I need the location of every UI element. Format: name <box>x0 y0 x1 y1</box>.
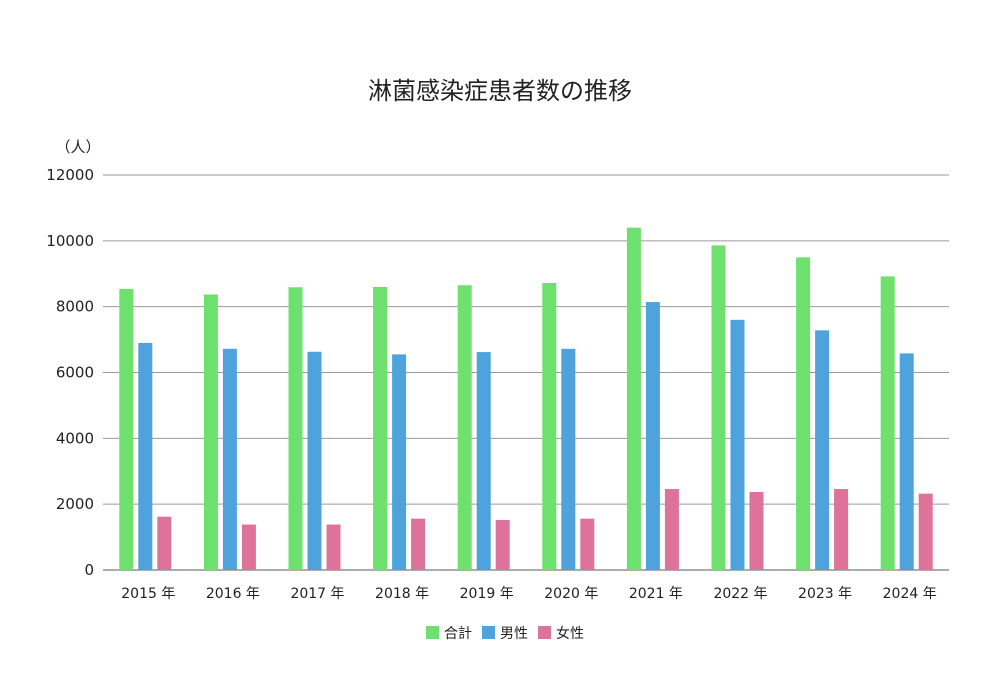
bar-male <box>899 353 914 570</box>
y-axis-ticks: 0 2000 4000 6000 8000 10000 12000 <box>46 166 94 579</box>
bar-male <box>645 302 660 570</box>
bar-female <box>580 518 595 570</box>
bar-total <box>288 287 303 570</box>
x-tick-label: 2021 年 <box>629 586 683 602</box>
x-tick-label: 2018 年 <box>375 586 429 602</box>
x-axis-ticks: 2015 年 2016 年 2017 年 2018 年 2019 年 2020 年 2021… <box>121 586 936 602</box>
bars <box>119 227 933 571</box>
bar-female <box>157 516 172 570</box>
bar-total <box>711 245 726 571</box>
bar-total <box>457 285 472 570</box>
bar-female <box>749 491 764 570</box>
bar-male <box>138 342 153 570</box>
bar-total <box>796 257 811 570</box>
bar-total <box>203 294 218 570</box>
bar-female <box>834 489 849 570</box>
bar-male <box>307 351 322 570</box>
y-axis-unit: （人） <box>55 138 100 156</box>
bar-female <box>664 489 679 570</box>
legend-label: 男性 <box>500 626 528 642</box>
bar-male <box>476 352 491 570</box>
bar-total <box>542 282 557 570</box>
bar-male <box>392 354 407 570</box>
x-tick-label: 2022 年 <box>713 586 767 602</box>
y-tick-label: 4000 <box>56 429 94 447</box>
x-tick-label: 2023 年 <box>798 586 852 602</box>
bar-female <box>326 524 341 570</box>
bar-female <box>918 493 933 570</box>
bar-total <box>626 227 641 570</box>
legend-label: 合計 <box>444 626 472 642</box>
bar-female <box>411 518 426 570</box>
bar-female <box>241 524 256 570</box>
x-tick-label: 2019 年 <box>460 586 514 602</box>
chart-title: 淋菌感染症患者数の推移 <box>368 77 632 105</box>
x-tick-label: 2020 年 <box>544 586 598 602</box>
legend: 合計 男性 女性 <box>426 625 584 642</box>
x-tick-label: 2017 年 <box>290 586 344 602</box>
bar-total <box>119 288 134 570</box>
legend-label: 女性 <box>556 625 584 642</box>
y-tick-label: 10000 <box>46 232 94 250</box>
y-tick-label: 6000 <box>56 364 94 382</box>
bar-male <box>222 348 237 570</box>
bar-total <box>373 286 388 570</box>
bar-total <box>880 276 895 570</box>
bar-male <box>730 319 745 570</box>
bar-female <box>495 519 510 570</box>
x-tick-label: 2015 年 <box>121 586 175 602</box>
legend-swatch <box>426 626 439 639</box>
bar-male <box>815 330 830 570</box>
y-tick-label: 12000 <box>46 166 94 184</box>
legend-swatch <box>538 626 551 639</box>
y-tick-label: 2000 <box>56 495 94 513</box>
y-tick-label: 8000 <box>56 298 94 316</box>
bar-male <box>561 348 576 570</box>
x-tick-label: 2024 年 <box>883 586 937 602</box>
y-tick-label: 0 <box>84 561 94 579</box>
x-tick-label: 2016 年 <box>206 586 260 602</box>
legend-swatch <box>482 626 495 639</box>
